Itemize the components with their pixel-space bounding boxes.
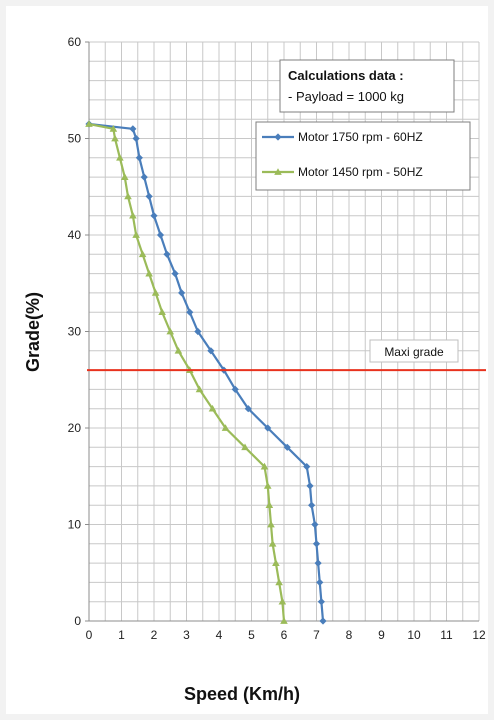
y-tick-label: 20 [68,421,82,435]
series-2-point [158,308,166,316]
series-1-point [135,154,143,162]
series-1-line [88,122,325,622]
note-payload: - Payload = 1000 kg [288,89,404,104]
series-2-point [174,347,183,354]
y-tick-label: 60 [68,35,82,49]
series-1-point [264,424,272,432]
series-1-point [186,308,194,316]
series-1-point [140,173,148,181]
legend-marker-series-2 [274,168,282,175]
series-2-point [109,125,118,132]
x-tick-label: 11 [440,628,453,642]
x-tick-label: 7 [313,628,320,642]
series-2-point [132,231,140,238]
maxi-grade-label-group: Maxi grade [369,339,459,363]
series-2-point [124,192,132,200]
x-tick-label: 6 [281,628,288,642]
legend-label-series-2: Motor 1450 rpm - 50HZ [298,165,423,179]
series-1-point [150,212,158,220]
series-2-point [241,443,249,451]
series-1-point [312,540,321,548]
series-2-point [138,250,147,258]
series-2-point [145,269,153,277]
chart-frame: 0 1 2 3 4 5 6 7 8 9 10 11 12 0 10 20 30 40 50 60 Calculatio… [6,6,488,714]
series-2-point [267,520,275,528]
series-1-point [314,559,322,567]
legend: Motor 1750 rpm - 60HZ Motor 1450 rpm - 5… [255,121,471,191]
legend-marker-series-1 [274,133,282,141]
series-2-point [120,173,129,180]
x-tick-label: 1 [118,628,125,642]
series-1-point [231,385,239,393]
legend-label-series-1: Motor 1750 rpm - 60HZ [298,130,423,144]
calculations-note: Calculations data : - Payload = 1000 kg [279,59,455,113]
series-1-point [171,270,179,278]
series-1-point [145,192,153,200]
y-tick-label: 10 [68,518,82,532]
series-1-point [319,617,327,625]
series-2-point [151,289,160,296]
x-tick-label: 4 [216,628,223,642]
series-1-point [317,598,325,606]
series-1-point [308,501,316,509]
note-box [279,59,455,113]
note-title: Calculations data : [288,68,404,83]
series-1-point [311,520,319,529]
x-tick-label: 10 [407,628,421,642]
series-1-point [283,443,291,451]
series-1-point [132,134,140,143]
x-axis-title: Speed (Km/h) [184,684,300,704]
series-2-point [275,578,283,586]
series-1-point [207,347,215,355]
series-2-point [111,134,119,142]
y-axis-title: Grade(%) [23,292,43,372]
y-tick-label: 40 [68,228,82,242]
series-1-point [178,289,186,297]
series-1-point [316,578,324,586]
series-2-point [263,482,272,489]
series-1-point [306,482,314,490]
y-tick-label: 50 [68,132,82,146]
series-2-point [129,211,137,219]
series [85,120,327,625]
series-2-point [278,597,287,605]
x-tick-label: 2 [151,628,158,642]
series-2-point [85,120,93,127]
y-tick-label: 30 [68,325,82,339]
series-2 [85,120,288,624]
series-2-point [166,327,175,335]
x-tick-label: 9 [378,628,385,642]
series-1-point [244,405,252,413]
series-2-point [260,462,269,470]
series-1-point [129,125,137,133]
x-tick-label: 12 [472,628,486,642]
series-2-point [268,540,277,547]
series-2-point [208,404,217,412]
series-2-point [265,501,274,509]
legend-box [255,121,471,191]
series-1-point [303,463,311,471]
maxi-grade-label: Maxi grade [384,345,444,359]
series-2-point [221,424,230,431]
series-2-line [88,122,286,622]
maxi-grade-label-box [369,339,459,363]
x-tick-label: 3 [183,628,190,642]
series-2-point [116,154,124,161]
series-2-point [195,385,204,393]
series-1-point [156,231,165,239]
x-tick-label: 5 [248,628,255,642]
series-1-point [194,327,202,336]
series-2-point [272,559,280,566]
series-2-point [280,617,288,624]
y-tick-label: 0 [74,614,81,628]
x-tick-label: 0 [86,628,93,642]
x-tick-label: 8 [346,628,353,642]
series-1-point [163,250,171,258]
